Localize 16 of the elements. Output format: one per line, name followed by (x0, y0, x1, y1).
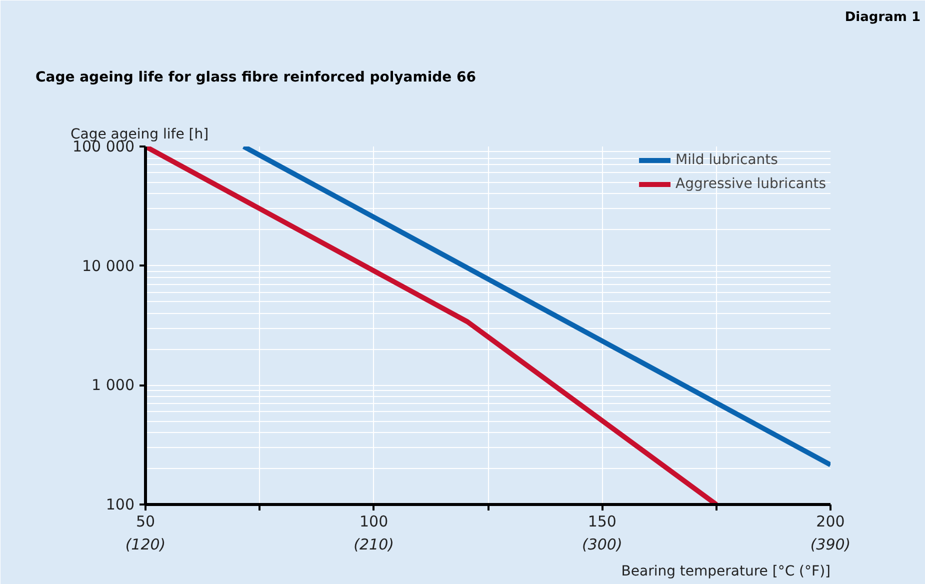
x-axis-title: Bearing temperature [°C (°F)] (621, 564, 831, 580)
x-tick-label: 200 (816, 512, 845, 530)
x-tick-label: 50 (136, 512, 156, 530)
chart-title: Cage ageing life for glass fibre reinforced polyamide 66 (36, 70, 476, 86)
x-tick-label: 100 (360, 512, 388, 530)
y-tick-label: 10 000 (82, 256, 135, 275)
x2-tick-label: (300) (582, 536, 622, 554)
x2-tick-label: (120) (125, 536, 166, 554)
y-tick-label: 100 (106, 496, 135, 514)
legend-label: Aggressive lubricants (676, 176, 826, 192)
legend-label: Mild lubricants (676, 152, 778, 168)
y-tick-label: 1 000 (92, 376, 135, 394)
x2-tick-label: (210) (354, 536, 394, 554)
x2-tick-label: (390) (810, 536, 851, 554)
x-tick-label: 150 (588, 512, 616, 530)
text: Diagram 1 (844, 10, 921, 25)
